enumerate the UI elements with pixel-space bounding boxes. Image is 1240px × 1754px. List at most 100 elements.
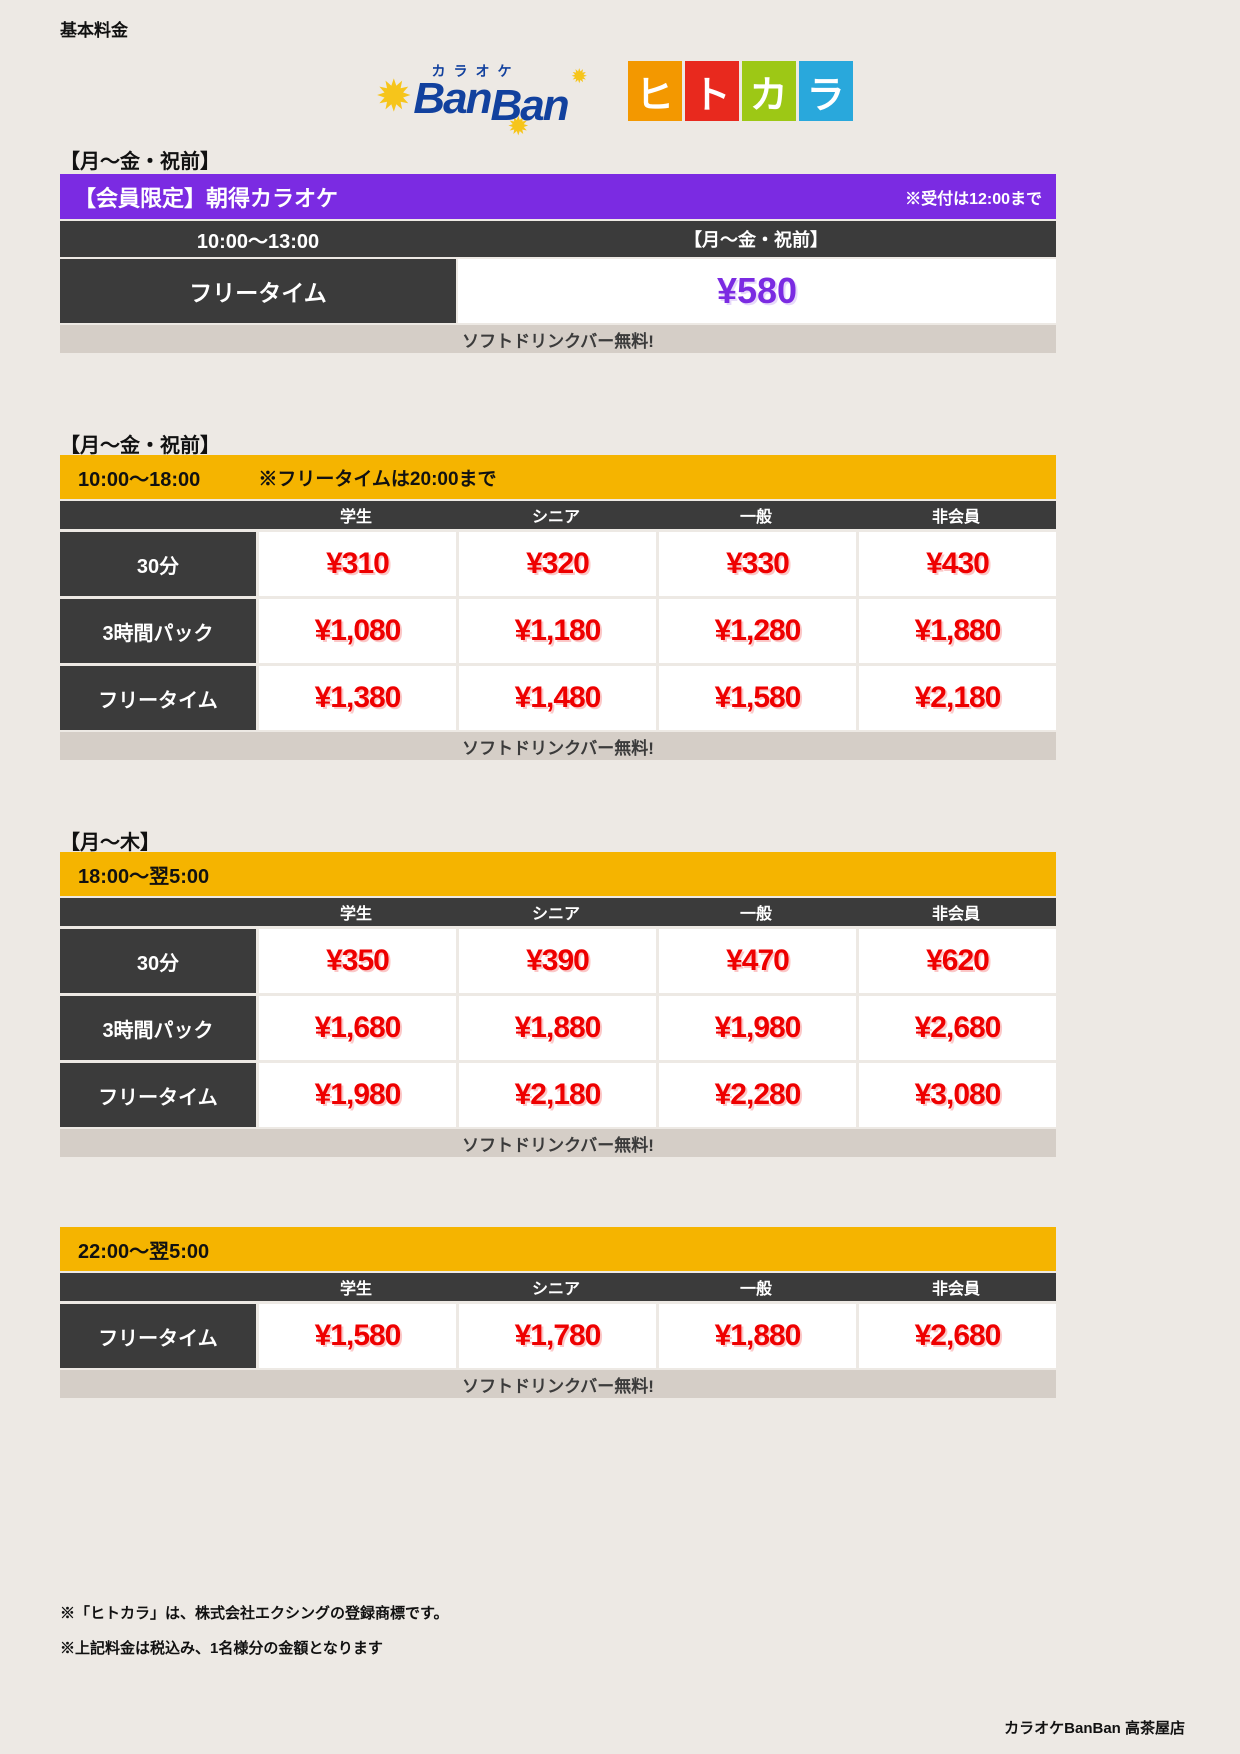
column-label: 一般 — [739, 906, 772, 923]
day-label: 【月〜木】 — [60, 832, 160, 854]
column-label: シニア — [531, 1281, 580, 1298]
star-icon: ✹ — [375, 72, 413, 121]
price-cell: ¥1,780 — [459, 1304, 656, 1368]
column-label: 非会員 — [931, 906, 980, 923]
table-row: 30分 ¥350 ¥390 ¥470 ¥620 — [60, 929, 1056, 993]
morning-price-row: フリータイム ¥580 — [60, 259, 1056, 323]
column-label: 非会員 — [931, 1281, 980, 1298]
price-table-latenight: 22:00〜翌5:00 学生 シニア 一般 非会員 フリータイム ¥1,580 … — [60, 1227, 1056, 1398]
row-label: フリータイム — [60, 1063, 256, 1127]
column-label: 一般 — [739, 1281, 772, 1298]
price-cell: ¥1,080 — [259, 599, 456, 663]
row-label: 30分 — [60, 929, 256, 993]
time-note: ※フリータイムは20:00まで — [258, 468, 497, 490]
star-icon: ✹ — [570, 66, 588, 88]
price-cell: ¥390 — [459, 929, 656, 993]
row-label: 3時間パック — [60, 996, 256, 1060]
drink-bar-banner: ソフトドリンクバー無料! — [60, 1129, 1056, 1157]
store-name: カラオケBanBan 高茶屋店 — [1004, 1720, 1185, 1737]
price-cell: ¥1,980 — [259, 1063, 456, 1127]
table-row: フリータイム ¥1,380 ¥1,480 ¥1,580 ¥2,180 — [60, 666, 1056, 730]
star-icon: ✹ — [507, 111, 530, 141]
banban-wordmark-part: Ban — [413, 74, 492, 123]
column-header: 学生 シニア 一般 非会員 — [60, 1273, 1056, 1301]
column-label: シニア — [531, 906, 580, 923]
table-row: フリータイム ¥1,580 ¥1,780 ¥1,880 ¥2,680 — [60, 1304, 1056, 1368]
banban-wordmark: BanBan — [413, 74, 569, 128]
day-range: 【月〜金・祝前】 — [684, 230, 828, 250]
promo-note: ※受付は12:00まで — [905, 190, 1042, 208]
table-row: 30分 ¥310 ¥320 ¥330 ¥430 — [60, 532, 1056, 596]
price-cell: ¥1,580 — [659, 666, 856, 730]
column-label: 学生 — [339, 1281, 372, 1298]
hitokara-block-icon: ヒ — [627, 61, 682, 121]
hitokara-block-icon: カ — [741, 61, 796, 121]
time-bar: 10:00〜18:00 ※フリータイムは20:00まで — [60, 455, 1056, 499]
table-row: 3時間パック ¥1,080 ¥1,180 ¥1,280 ¥1,880 — [60, 599, 1056, 663]
karaoke-banban-logo: ✹ ✹ ✹ カラオケ BanBan — [375, 61, 593, 139]
morning-section: 【月〜金・祝前】 【会員限定】朝得カラオケ ※受付は12:00まで 10:00〜… — [60, 145, 1056, 353]
price-cell: ¥350 — [259, 929, 456, 993]
column-header: 学生 シニア 一般 非会員 — [60, 501, 1056, 529]
page-title: 基本料金 — [60, 21, 128, 40]
price-cell: ¥1,680 — [259, 996, 456, 1060]
price-table-daytime: 【月〜金・祝前】 10:00〜18:00 ※フリータイムは20:00まで 学生 … — [60, 429, 1056, 760]
note-line: ※上記料金は税込み、1名様分の金額となります — [60, 1640, 383, 1657]
day-label: 【月〜金・祝前】 — [60, 435, 220, 457]
time-bar: 18:00〜翌5:00 — [60, 852, 1056, 896]
time-bar: 22:00〜翌5:00 — [60, 1227, 1056, 1271]
price-cell: ¥2,680 — [859, 996, 1056, 1060]
price-cell: ¥1,880 — [859, 599, 1056, 663]
price-cell: ¥3,080 — [859, 1063, 1056, 1127]
morning-time-bar: 10:00〜13:00 【月〜金・祝前】 — [60, 221, 1056, 257]
price-cell: ¥1,980 — [659, 996, 856, 1060]
row-label: フリータイム — [60, 1304, 256, 1368]
column-label: 学生 — [339, 906, 372, 923]
hitokara-logo: ヒ ト カ ラ — [627, 61, 853, 121]
column-header: 学生 シニア 一般 非会員 — [60, 898, 1056, 926]
promo-title: 【会員限定】朝得カラオケ — [74, 185, 339, 211]
logo-row: ✹ ✹ ✹ カラオケ BanBan ヒ ト カ ラ — [0, 53, 1240, 139]
row-label: 30分 — [60, 532, 256, 596]
price-cell: ¥1,380 — [259, 666, 456, 730]
price-cell: ¥1,480 — [459, 666, 656, 730]
column-label: 学生 — [339, 509, 372, 526]
footnotes: ※「ヒトカラ」は、株式会社エクシングの登録商標です。 ※上記料金は税込み、1名様… — [60, 1602, 1240, 1658]
price-table-night: 【月〜木】 18:00〜翌5:00 学生 シニア 一般 非会員 30分 ¥350… — [60, 826, 1056, 1157]
price-cell: ¥310 — [259, 532, 456, 596]
price-cell: ¥2,180 — [859, 666, 1056, 730]
drink-bar-banner: ソフトドリンクバー無料! — [60, 325, 1056, 353]
table-row: 3時間パック ¥1,680 ¥1,880 ¥1,980 ¥2,680 — [60, 996, 1056, 1060]
price-cell: ¥330 — [659, 532, 856, 596]
price-cell: ¥1,180 — [459, 599, 656, 663]
banban-wordmark-part: Ban — [490, 81, 570, 130]
banban-katakana-label: カラオケ — [431, 63, 520, 79]
price-cell: ¥470 — [659, 929, 856, 993]
price-cell: ¥2,680 — [859, 1304, 1056, 1368]
promo-bar: 【会員限定】朝得カラオケ ※受付は12:00まで — [60, 174, 1056, 219]
price-cell: ¥320 — [459, 532, 656, 596]
hitokara-block-icon: ト — [684, 61, 739, 121]
price-cell: ¥1,580 — [259, 1304, 456, 1368]
drink-bar-banner: ソフトドリンクバー無料! — [60, 732, 1056, 760]
column-label: シニア — [531, 509, 580, 526]
price-cell: ¥430 — [859, 532, 1056, 596]
price-value: ¥580 — [458, 259, 1056, 323]
row-label: フリータイム — [60, 666, 256, 730]
column-label: 非会員 — [931, 509, 980, 526]
time-range: 18:00〜翌5:00 — [78, 865, 210, 888]
note-line: ※「ヒトカラ」は、株式会社エクシングの登録商標です。 — [60, 1605, 449, 1622]
drink-bar-banner: ソフトドリンクバー無料! — [60, 1370, 1056, 1398]
price-cell: ¥620 — [859, 929, 1056, 993]
time-range: 10:00〜18:00 — [78, 468, 201, 491]
time-range: 22:00〜翌5:00 — [78, 1240, 210, 1263]
price-cell: ¥1,880 — [459, 996, 656, 1060]
column-label: 一般 — [739, 509, 772, 526]
price-cell: ¥1,880 — [659, 1304, 856, 1368]
plan-label: フリータイム — [60, 259, 456, 323]
hitokara-block-icon: ラ — [798, 61, 853, 121]
price-cell: ¥1,280 — [659, 599, 856, 663]
price-cell: ¥2,280 — [659, 1063, 856, 1127]
table-row: フリータイム ¥1,980 ¥2,180 ¥2,280 ¥3,080 — [60, 1063, 1056, 1127]
